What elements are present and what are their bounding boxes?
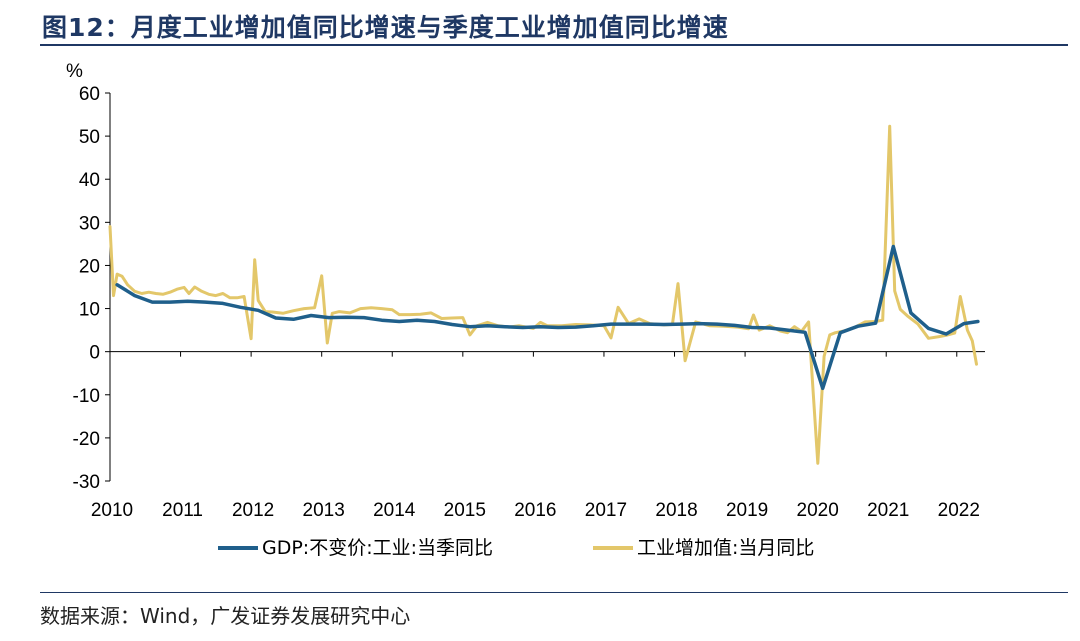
y-tick-label: 60: [79, 84, 100, 105]
x-tick-label: 2010: [91, 500, 133, 521]
source-divider: [40, 592, 1068, 593]
legend-label: 工业增加值:当月同比: [637, 537, 814, 559]
y-tick-label: -20: [73, 429, 100, 450]
legend-label: GDP:不变价:工业:当季同比: [262, 537, 493, 559]
x-tick-label: 2011: [162, 500, 203, 521]
y-tick-label: 50: [79, 127, 100, 148]
x-tick-label: 2020: [797, 500, 839, 521]
x-tick-label: 2017: [585, 500, 627, 521]
y-axis-unit-label: %: [66, 61, 83, 82]
figure-title: 图12：月度工业增加值同比增速与季度工业增加值同比增速: [42, 13, 729, 42]
title-divider: [40, 44, 1068, 46]
series-line-gdp-industry-quarterly: [115, 244, 980, 391]
x-tick-label: 2021: [867, 500, 909, 521]
y-tick-label: -10: [73, 386, 100, 407]
x-tick-label: 2015: [444, 500, 486, 521]
y-tick-label: 40: [79, 170, 100, 191]
x-tick-label: 2022: [938, 500, 980, 521]
series-line-industrial-value-monthly: [108, 124, 978, 465]
y-tick-label: 20: [79, 256, 100, 277]
source-note: 数据来源：Wind，广发证券发展研究中心: [40, 604, 411, 628]
x-tick-label: 2019: [726, 500, 768, 521]
x-tick-label: 2018: [655, 500, 697, 521]
y-tick-label: -30: [73, 472, 100, 493]
x-tick-label: 2016: [514, 500, 556, 521]
x-tick-label: 2014: [373, 500, 416, 521]
y-tick-label: 0: [89, 343, 100, 364]
x-axis: 2010 2011 2012 2013 2014 2015 2016 2017 2018 2019…: [91, 351, 985, 521]
y-tick-label: 30: [79, 213, 100, 234]
x-tick-label: 2013: [303, 500, 345, 521]
x-tick-label: 2012: [232, 500, 274, 521]
y-tick-label: 10: [79, 300, 100, 321]
legend: GDP:不变价:工业:当季同比 工业增加值:当月同比: [218, 537, 814, 559]
series-lines: [108, 124, 980, 465]
y-axis: 60 50 40 30 20 10 0 -10 -20 -30: [73, 84, 111, 493]
